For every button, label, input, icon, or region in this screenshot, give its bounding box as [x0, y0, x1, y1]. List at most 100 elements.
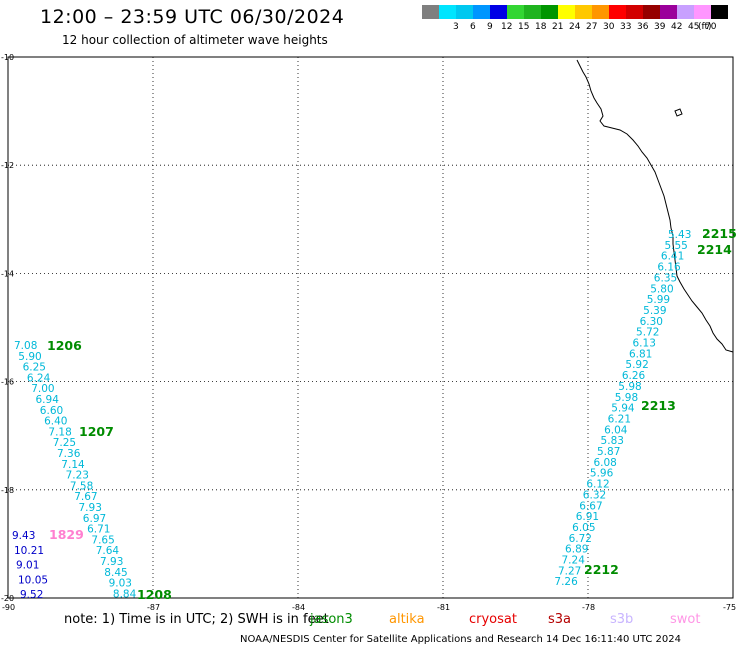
wave-height-value: 7.08 — [14, 340, 37, 352]
wave-height-value: 7.24 — [562, 555, 586, 567]
footnote: note: 1) Time is in UTC; 2) SWH is in fe… — [64, 612, 329, 627]
wave-height-value: 7.58 — [70, 480, 93, 492]
wave-height-value: 8.45 — [104, 567, 127, 579]
wave-height-value: 6.40 — [44, 416, 67, 428]
map-border — [7, 56, 734, 599]
wave-height-value: 5.87 — [597, 446, 620, 458]
satellite-name: jason3 — [310, 612, 353, 627]
legend-swatch — [677, 5, 694, 19]
wave-height-value: 7.23 — [66, 470, 89, 482]
legend-swatch — [439, 5, 456, 19]
pass-time-label: 1206 — [47, 338, 82, 353]
legend-swatch — [575, 5, 592, 19]
wave-height-value: 6.26 — [622, 370, 646, 382]
legend-swatch — [643, 5, 660, 19]
satellite-name: altika — [389, 612, 425, 627]
legend-label: 15 — [518, 22, 530, 32]
lon-tick-label: -81 — [437, 603, 450, 612]
lat-tick-label: -10 — [1, 53, 14, 62]
wave-height-value: 6.89 — [565, 544, 588, 556]
wave-height-value: 6.67 — [579, 500, 602, 512]
wave-height-value: 5.92 — [625, 359, 648, 371]
legend-swatch — [660, 5, 677, 19]
wave-height-value: 7.26 — [554, 576, 578, 588]
lat-tick-label: -20 — [1, 594, 14, 603]
wave-height-value: 5.98 — [615, 392, 638, 404]
legend-swatch — [711, 5, 728, 19]
legend-swatch — [507, 5, 524, 19]
wave-height-value: 6.08 — [593, 457, 616, 469]
wave-height-value: 6.05 — [572, 522, 595, 534]
wave-height-value: 10.21 — [14, 545, 44, 557]
wave-height-value: 9.52 — [20, 589, 43, 601]
legend-swatch — [490, 5, 507, 19]
wave-height-value: 6.24 — [27, 372, 51, 384]
pass-time-label: 2215 — [702, 226, 737, 241]
wave-height-value: 6.97 — [83, 513, 106, 525]
legend-label: 45 — [688, 22, 700, 32]
wave-height-value: 5.72 — [636, 327, 659, 339]
wave-height-value: 6.16 — [657, 262, 681, 274]
legend-label: 3 — [453, 22, 459, 32]
pass-time-label: 2214 — [697, 242, 732, 257]
legend-swatch — [541, 5, 558, 19]
legend-label: 21 — [552, 22, 564, 32]
legend-label: 18 — [535, 22, 547, 32]
satellite-name: cryosat — [469, 612, 517, 627]
wave-height-value: 7.36 — [57, 448, 81, 460]
wave-height-value: 7.14 — [61, 459, 85, 471]
legend-unit: (ft) — [698, 22, 712, 32]
wave-height-value: 5.80 — [650, 283, 673, 295]
legend-label: 42 — [671, 22, 683, 32]
coastline — [576, 59, 734, 353]
wave-height-value: 9.03 — [109, 578, 132, 590]
satellite-name: s3a — [548, 612, 572, 627]
lon-tick-label: -87 — [147, 603, 160, 612]
legend-label: 12 — [501, 22, 513, 32]
wave-height-value: 5.90 — [18, 351, 41, 363]
wave-height-value: 5.94 — [611, 403, 635, 415]
legend-swatch — [456, 5, 473, 19]
wave-height-value: 6.81 — [629, 348, 652, 360]
legend-label: 30 — [603, 22, 615, 32]
wave-height-value: 6.91 — [576, 511, 599, 523]
legend-label: 39 — [654, 22, 666, 32]
page-title: 12:00 – 23:59 UTC 06/30/2024 — [40, 6, 345, 28]
legend-label: 9 — [487, 22, 493, 32]
wave-height-value: 6.41 — [661, 251, 684, 263]
lon-tick-label: -90 — [2, 603, 15, 612]
legend-label: 36 — [637, 22, 649, 32]
wave-height-value: 5.39 — [643, 305, 666, 317]
wave-height-value: 5.98 — [618, 381, 641, 393]
wave-height-value: 6.72 — [569, 533, 592, 545]
pass-time-label: 2213 — [641, 398, 676, 413]
legend-swatch — [558, 5, 575, 19]
lat-tick-label: -18 — [1, 486, 14, 495]
wave-height-value: 5.83 — [601, 435, 624, 447]
legend-label: 24 — [569, 22, 581, 32]
wave-height-value: 7.93 — [100, 556, 123, 568]
wave-height-value: 7.25 — [53, 437, 76, 449]
wave-height-value: 7.64 — [96, 545, 120, 557]
legend-label: 70 — [705, 22, 717, 32]
lat-tick-label: -12 — [1, 161, 14, 170]
legend-swatch — [473, 5, 490, 19]
lat-tick-label: -14 — [1, 269, 14, 278]
satellite-name: swot — [670, 612, 701, 627]
lon-tick-label: -78 — [582, 603, 595, 612]
legend-swatch — [626, 5, 643, 19]
wave-height-value: 5.99 — [647, 294, 670, 306]
wave-height-value: 6.13 — [633, 338, 656, 350]
wave-height-value: 6.32 — [583, 489, 606, 501]
island-outline — [674, 108, 683, 117]
wave-height-value: 9.01 — [16, 560, 39, 572]
wave-height-value: 7.93 — [79, 502, 102, 514]
legend-label: 33 — [620, 22, 632, 32]
legend-swatch — [422, 5, 439, 19]
wave-height-value: 6.30 — [640, 316, 663, 328]
pass-time-label: 1829 — [49, 527, 84, 542]
legend-swatch — [592, 5, 609, 19]
wave-height-value: 7.00 — [31, 383, 54, 395]
pass-time-label: 1207 — [79, 424, 114, 439]
